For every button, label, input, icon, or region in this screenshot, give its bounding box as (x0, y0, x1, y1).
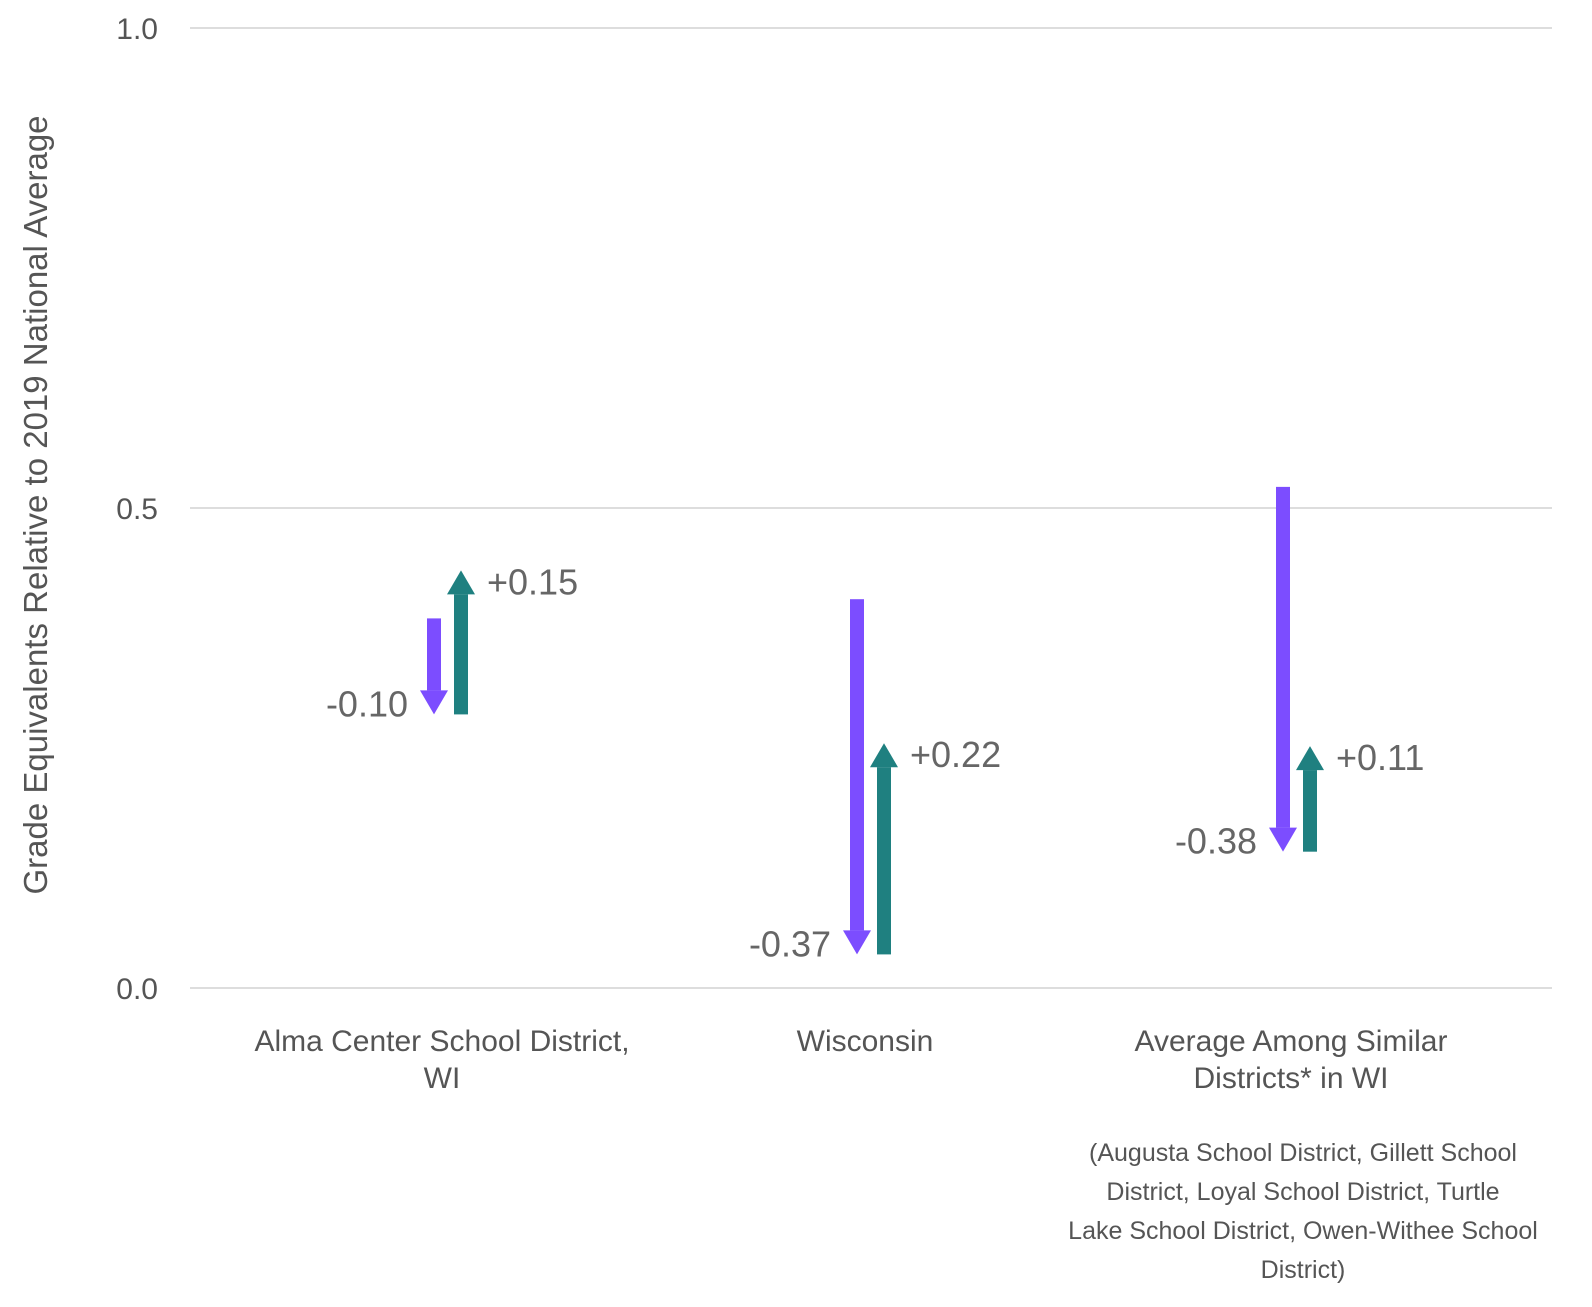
recovery-arrow-shaft (454, 594, 468, 715)
recovery-data-label: +0.15 (487, 561, 578, 602)
recovery-arrow-shaft (877, 767, 891, 955)
recovery-data-label: +0.11 (1336, 737, 1424, 778)
decline-arrow-shaft (427, 618, 441, 691)
decline-arrow-head (420, 690, 448, 715)
category-note: District, Loyal School District, Turtle (1106, 1178, 1499, 1206)
data-labels: -0.10 +0.15 -0.37 +0.22 -0.38 +0.11 (326, 561, 1424, 964)
decline-arrow-shaft (1276, 486, 1290, 828)
decline-arrow-shaft (850, 599, 864, 931)
decline-data-label: -0.38 (1175, 821, 1257, 862)
y-tick-label: 0.5 (116, 493, 158, 526)
category-label: Alma Center School District, (254, 1025, 629, 1058)
recovery-data-label: +0.22 (910, 734, 1001, 775)
y-tick-label: 1.0 (116, 13, 158, 46)
category-note: Lake School District, Owen-Withee School (1068, 1217, 1538, 1245)
y-tick-label: 0.0 (116, 973, 158, 1006)
category-label: Average Among Similar (1135, 1025, 1448, 1058)
decline-arrow-head (843, 930, 871, 955)
recovery-arrow-shaft (1303, 770, 1317, 852)
category-label: WI (424, 1062, 461, 1095)
y-axis-title: Grade Equivalents Relative to 2019 Natio… (17, 115, 54, 894)
decline-arrow-head (1269, 827, 1297, 852)
grid-lines (190, 27, 1552, 989)
decline-data-label: -0.10 (326, 683, 408, 724)
category-note: (Augusta School District, Gillett School (1089, 1139, 1517, 1167)
y-axis-ticks: 0.0 0.5 1.0 (116, 13, 158, 1006)
recovery-arrow-head (447, 570, 475, 595)
recovery-arrow-head (870, 743, 898, 768)
category-label: Districts* in WI (1194, 1062, 1389, 1095)
decline-data-label: -0.37 (749, 923, 831, 964)
arrow-marks (420, 486, 1324, 955)
category-label: Wisconsin (797, 1025, 934, 1058)
x-axis-categories: Alma Center School District, WI Wisconsin A… (254, 1025, 1537, 1284)
category-note: District) (1261, 1256, 1346, 1284)
recovery-arrow-head (1296, 746, 1324, 771)
